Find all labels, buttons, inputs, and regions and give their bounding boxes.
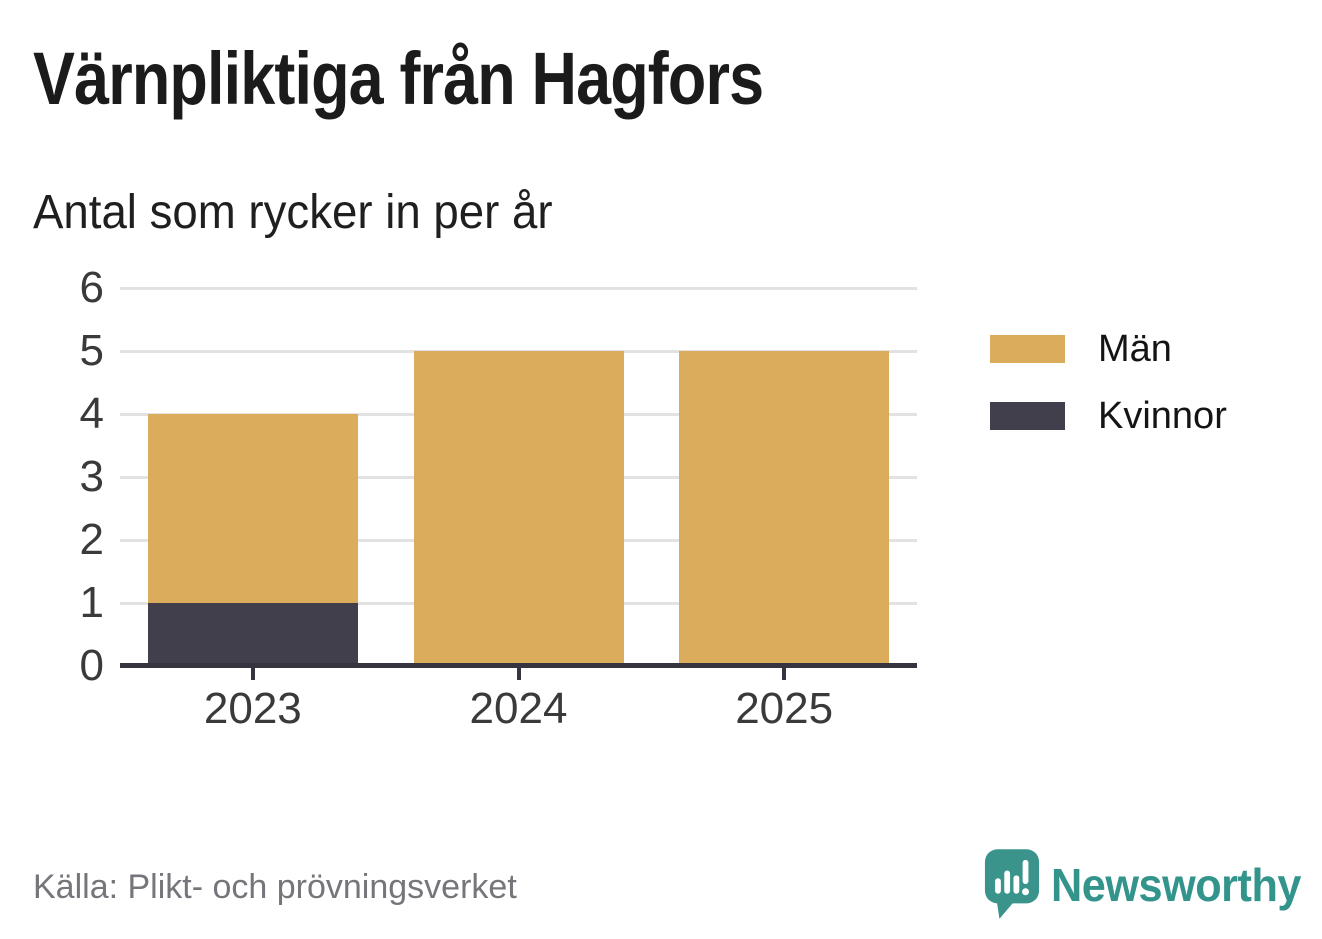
legend-label-kvinnor: Kvinnor <box>1098 395 1227 437</box>
x-axis-line <box>120 663 917 668</box>
legend: Män Kvinnor <box>990 330 1227 435</box>
bar-segment-2023-Kvinnor <box>147 603 358 666</box>
legend-item-kvinnor: Kvinnor <box>990 397 1227 435</box>
legend-swatch-kvinnor <box>990 402 1065 430</box>
y-tick-label-1: 1 <box>79 578 104 627</box>
y-tick-label-2: 2 <box>79 515 104 564</box>
newsworthy-logo: Newsworthy <box>983 846 1317 924</box>
x-tick-2024 <box>516 667 521 680</box>
x-tick-label-2024: 2024 <box>469 684 568 733</box>
x-tick-label-2025: 2025 <box>735 684 834 733</box>
bar-2023 <box>147 414 358 666</box>
bar-segment-2025-Män <box>679 351 890 666</box>
gridline-y6 <box>120 286 917 290</box>
legend-swatch-män <box>990 335 1065 363</box>
y-axis-labels: 0 1 2 3 4 5 6 <box>0 266 104 688</box>
legend-item-män: Män <box>990 330 1227 368</box>
y-tick-label-5: 5 <box>79 326 104 375</box>
x-tick-2023 <box>250 667 255 680</box>
y-tick-label-4: 4 <box>79 389 104 438</box>
bar-segment-2023-Män <box>147 414 358 603</box>
x-tick-label-2023: 2023 <box>203 684 302 733</box>
y-tick-label-3: 3 <box>79 452 104 501</box>
newsworthy-wordmark: Newsworthy <box>1051 859 1301 911</box>
bar-2024 <box>413 351 624 666</box>
legend-label-män: Män <box>1098 328 1172 370</box>
bar-segment-2024-Män <box>413 351 624 666</box>
page-title: Värnpliktiga från Hagfors <box>33 37 764 120</box>
chart-subtitle: Antal som rycker in per år <box>33 186 553 239</box>
bar-2025 <box>679 351 890 666</box>
x-tick-2025 <box>782 667 787 680</box>
x-axis-labels: 2023 2024 2025 <box>120 684 917 736</box>
source-note: Källa: Plikt- och prövningsverket <box>33 868 517 906</box>
y-tick-label-6: 6 <box>79 263 104 312</box>
newsworthy-logo-icon <box>984 849 1040 919</box>
plot-area <box>120 286 917 680</box>
y-tick-label-0: 0 <box>79 641 104 690</box>
